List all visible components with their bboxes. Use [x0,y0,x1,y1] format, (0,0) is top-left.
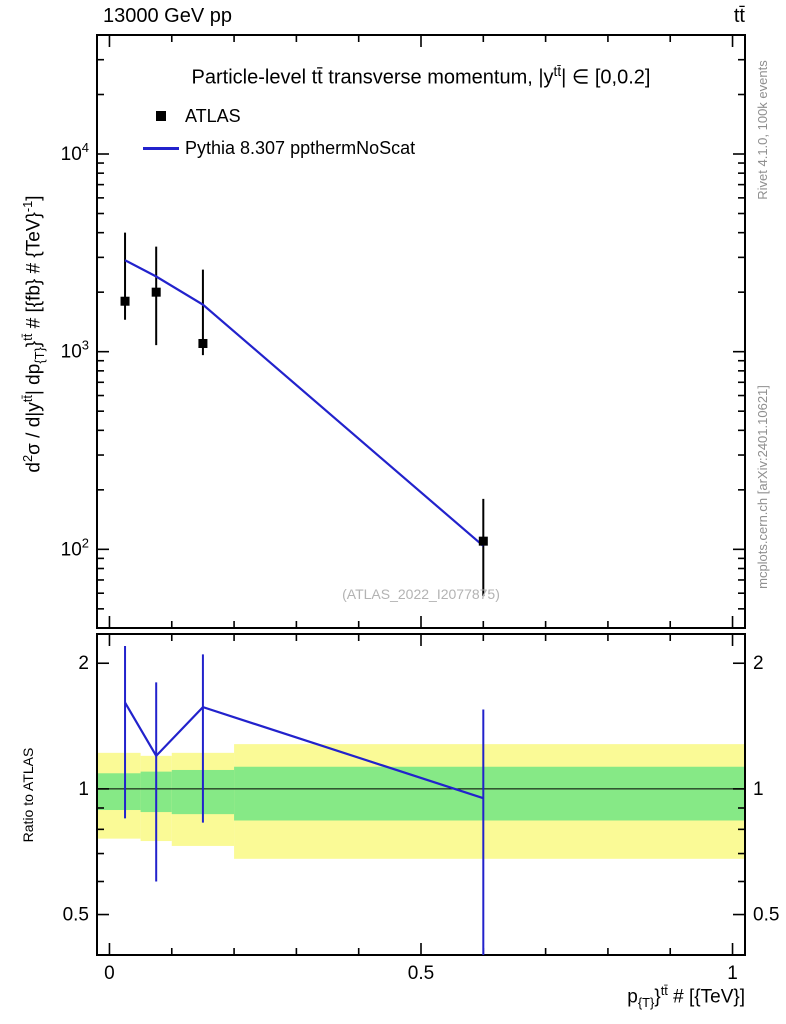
x-axis-title: p{T}}tt̄ # [{TeV}] [627,983,745,1010]
ylabel-sup2: tt̄ [20,333,35,341]
ylabel-d: d [23,462,45,473]
axis-ticks [97,35,745,955]
xlabel-brace: } [654,986,661,1008]
title-sup: tt̄ [553,64,562,79]
data-point-marker [151,287,161,297]
legend-label-pythia: Pythia 8.307 ppthermNoScat [185,137,416,158]
xlabel-p: p [627,986,638,1008]
title-mid: transverse momentum, |y [322,66,554,89]
ylabel-sub1: {T} [32,347,48,364]
top-series [120,232,488,597]
beam-energy-label: 13000 GeV pp [103,5,232,27]
ratio-tick-label-left: 1 [78,779,89,800]
mcplots-arxiv-note: mcplots.cern.ch [arXiv:2401.10621] [755,385,770,589]
ylabel-s3: } [23,340,45,348]
legend-label-atlas: ATLAS [185,105,241,126]
y-tick-label: 104 [61,140,89,165]
pythia-line-icon [143,146,179,150]
ratio-y-axis-title: Ratio to ATLAS [20,747,36,843]
data-point-marker [198,338,208,348]
legend-marker-cell [139,111,183,121]
title-post: | ∈ [0,0.2] [561,66,651,89]
ratio-tick-label-right: 2 [753,653,764,674]
ylabel-exp: 2 [20,454,35,463]
legend-item-atlas: ATLAS [139,100,415,132]
legend: ATLAS Pythia 8.307 ppthermNoScat [139,100,415,164]
ratio-bands [97,744,745,859]
x-tick-label: 0 [104,963,115,984]
y-axis-title: d2σ / d|ytt̄| dp{T}}tt̄ # [{fb} # {TeV}-… [15,54,47,614]
analysis-id-watermark: (ATLAS_2022_I2077875) [342,586,500,602]
plot-title: Particle-level tt̄ transverse momentum, … [97,64,745,90]
ratio-line [124,702,484,800]
xlabel-sup: tt̄ [660,983,668,998]
data-point-marker [478,536,488,546]
x-tick-label: 0.5 [408,963,434,984]
atlas-marker-icon [156,111,166,121]
ylabel-sup1: tt̄ [20,395,35,403]
process-label: tt̄ [733,5,745,27]
legend-marker-cell [139,146,183,150]
xlabel-sub: {T} [637,995,655,1011]
title-text: Particle-level [191,66,312,89]
mc-prediction-line [124,259,485,547]
ylabel-s4: # [{fb} # {TeV} [23,212,45,334]
ylabel-sup3: -1 [20,200,35,213]
xlabel-rest: # [{TeV}] [667,986,745,1008]
legend-item-pythia: Pythia 8.307 ppthermNoScat [139,132,415,164]
ylabel-s5: ] [23,195,45,201]
ylabel-s1: σ / d|y [23,402,45,455]
title-ttbar: tt̄ [311,66,323,89]
ylabel-s2: | dp [23,363,45,396]
ratio-tick-label-left: 2 [78,653,89,674]
ratio-tick-label-right: 0.5 [753,905,779,926]
x-tick-label: 1 [727,963,738,984]
rivet-version-note: Rivet 4.1.0, 100k events [755,60,770,200]
ratio-tick-label-left: 0.5 [63,905,89,926]
data-point-marker [120,296,130,306]
tick-labels: 102 103 104 0.5 0.5 1 1 2 2 0 0.5 1 [61,140,780,984]
ratio-tick-label-right: 1 [753,779,764,800]
y-tick-label: 102 [61,535,89,560]
ratio-series [124,645,485,955]
y-tick-label: 103 [61,338,89,363]
